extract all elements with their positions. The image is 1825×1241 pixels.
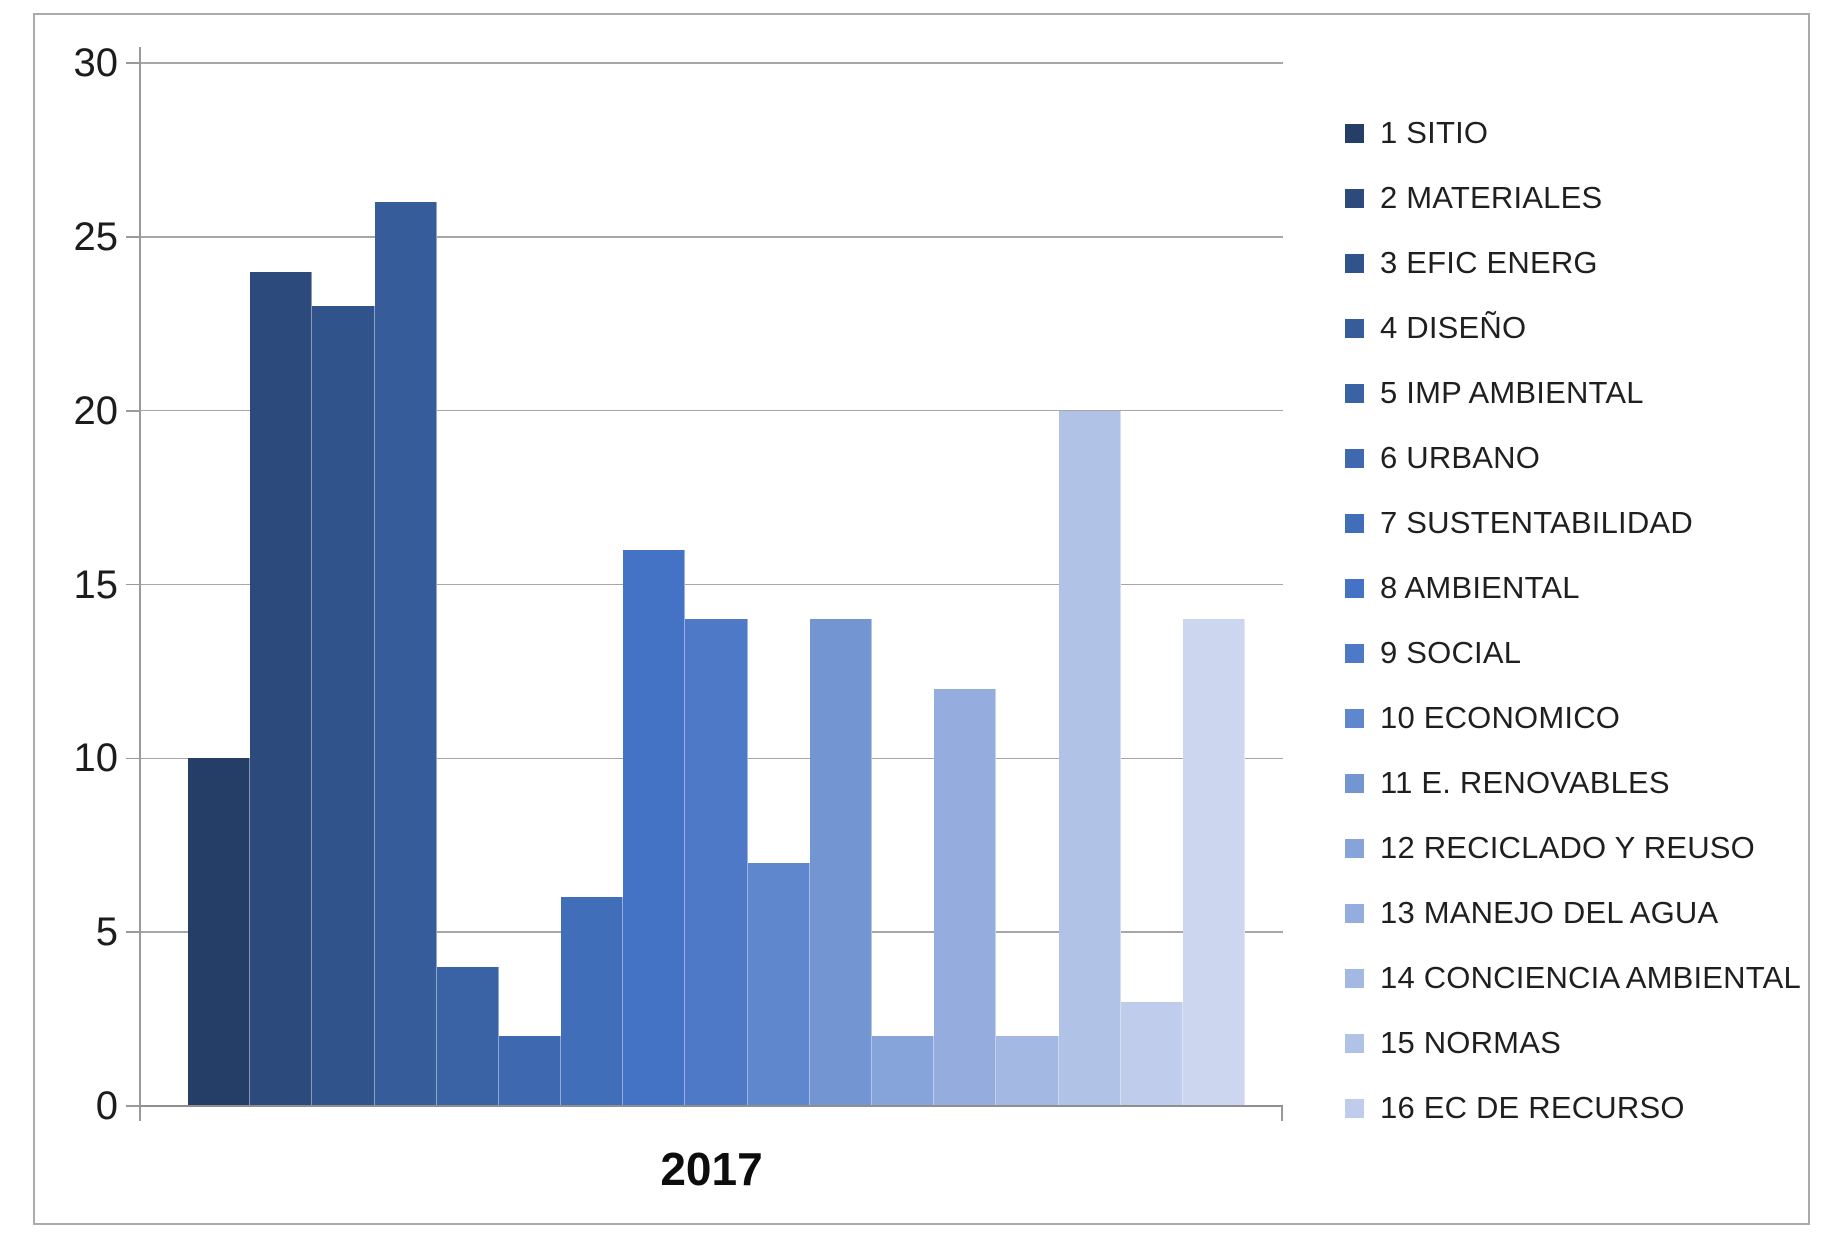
legend-item: 2 MATERIALES xyxy=(1345,178,1602,218)
legend-item: 15 NORMAS xyxy=(1345,1023,1561,1063)
y-tick-label: 15 xyxy=(73,562,119,607)
legend-item: 3 EFIC ENERG xyxy=(1345,243,1598,283)
y-tick-label: 0 xyxy=(95,1084,118,1128)
legend-swatch-icon xyxy=(1345,838,1364,858)
gridline xyxy=(140,236,1283,238)
bar-1-sitio xyxy=(188,758,251,1106)
legend-item: 8 AMBIENTAL xyxy=(1345,568,1580,608)
legend-item: 1 SITIO xyxy=(1345,113,1488,153)
legend-item: 12 RECICLADO Y REUSO xyxy=(1345,828,1755,868)
legend-swatch-icon xyxy=(1345,123,1364,143)
x-axis-line xyxy=(140,1105,1283,1107)
legend-swatch-icon xyxy=(1345,188,1364,208)
legend-item: 10 ECONOMICO xyxy=(1345,698,1620,738)
legend-label: 7 SUSTENTABILIDAD xyxy=(1380,505,1693,540)
chart-frame xyxy=(33,13,1810,1225)
legend-label: 1 SITIO xyxy=(1380,115,1489,150)
y-axis-tick xyxy=(126,1105,140,1107)
legend-item: 13 MANEJO DEL AGUA xyxy=(1345,893,1718,933)
legend-item: 14 CONCIENCIA AMBIENTAL xyxy=(1345,958,1801,998)
bar-10-economico xyxy=(747,862,810,1106)
legend-swatch-icon xyxy=(1345,318,1364,338)
bar-7-sustentabilidad xyxy=(561,897,624,1106)
legend-swatch-icon xyxy=(1345,253,1364,273)
legend-swatch-icon xyxy=(1345,448,1364,468)
legend-item: 9 SOCIAL xyxy=(1345,633,1521,673)
y-axis-tick xyxy=(126,62,140,64)
gridline xyxy=(140,62,1283,64)
legend-swatch-icon xyxy=(1345,968,1364,988)
y-tick-label: 20 xyxy=(73,388,119,433)
legend-swatch-icon xyxy=(1345,578,1364,598)
bar-9-social xyxy=(685,619,748,1106)
legend-label: 4 DISEÑO xyxy=(1380,310,1527,345)
y-axis-tick xyxy=(126,931,140,934)
legend-item: 7 SUSTENTABILIDAD xyxy=(1345,503,1693,543)
bar-8-ambiental xyxy=(623,549,686,1106)
legend-item: 16 EC DE RECURSO xyxy=(1345,1088,1685,1128)
bar-14-conciencia-ambiental xyxy=(996,1036,1059,1106)
bar-11-e-renovables xyxy=(809,619,872,1106)
y-axis-tick xyxy=(126,236,140,238)
y-axis-tick xyxy=(126,583,140,586)
gridline xyxy=(140,583,1283,586)
bar-4-dise-o xyxy=(374,202,437,1106)
y-tick-label: 10 xyxy=(73,736,119,781)
legend-swatch-icon xyxy=(1345,1098,1364,1118)
legend-swatch-icon xyxy=(1345,643,1364,663)
legend-label: 2 MATERIALES xyxy=(1380,180,1603,215)
legend-label: 10 ECONOMICO xyxy=(1380,700,1621,735)
legend-label: 5 IMP AMBIENTAL xyxy=(1380,375,1644,410)
legend-label: 11 E. RENOVABLES xyxy=(1380,765,1670,800)
y-axis-tick xyxy=(126,409,140,412)
legend: 1 SITIO 2 MATERIALES 3 EFIC ENERG 4 DISEÑO 5… xyxy=(1345,0,1815,1241)
y-tick-label: 30 xyxy=(73,41,119,85)
legend-item: 4 DISEÑO xyxy=(1345,308,1526,348)
x-axis-label: 2017 xyxy=(660,1143,763,1195)
bar-5-imp-ambiental xyxy=(436,966,499,1106)
bar-2-materiales xyxy=(250,271,313,1106)
bar xyxy=(1182,619,1246,1106)
bar-13-manejo-del-agua xyxy=(934,688,997,1106)
legend-label: 12 RECICLADO Y REUSO xyxy=(1380,830,1755,865)
legend-swatch-icon xyxy=(1345,708,1364,728)
legend-swatch-icon xyxy=(1345,773,1364,793)
y-tick-label: 25 xyxy=(73,214,119,259)
legend-swatch-icon xyxy=(1345,1033,1364,1053)
y-axis-line xyxy=(139,47,141,1121)
legend-label: 15 NORMAS xyxy=(1380,1025,1561,1060)
legend-item: 5 IMP AMBIENTAL xyxy=(1345,373,1644,413)
legend-label: 14 CONCIENCIA AMBIENTAL xyxy=(1380,960,1801,995)
bar-6-urbano xyxy=(498,1036,562,1106)
legend-label: 9 SOCIAL xyxy=(1380,635,1522,670)
legend-label: 6 URBANO xyxy=(1380,440,1541,475)
y-axis-tick xyxy=(126,757,140,760)
y-tick-label: 5 xyxy=(95,910,118,955)
legend-label: 3 EFIC ENERG xyxy=(1380,245,1598,280)
legend-swatch-icon xyxy=(1345,383,1364,403)
bar-16-ec-de-recurso xyxy=(1120,1001,1183,1106)
bar-12-reciclado-y-reuso xyxy=(871,1036,935,1106)
gridline xyxy=(140,409,1283,412)
legend-item: 6 URBANO xyxy=(1345,438,1540,478)
legend-swatch-icon xyxy=(1345,903,1364,923)
legend-item: 11 E. RENOVABLES xyxy=(1345,763,1670,803)
bar-15-normas xyxy=(1058,410,1121,1106)
x-axis-end-tick xyxy=(1281,1106,1283,1121)
bar-3-efic-energ xyxy=(312,306,375,1106)
legend-label: 16 EC DE RECURSO xyxy=(1380,1090,1685,1125)
legend-swatch-icon xyxy=(1345,513,1364,533)
legend-label: 13 MANEJO DEL AGUA xyxy=(1380,895,1719,930)
legend-label: 8 AMBIENTAL xyxy=(1380,570,1580,605)
